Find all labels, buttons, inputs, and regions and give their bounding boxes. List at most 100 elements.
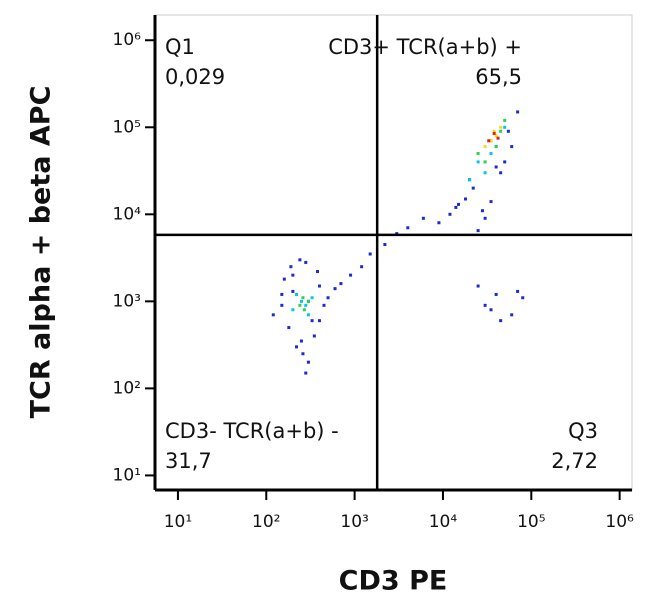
dot [489, 139, 493, 143]
dot [489, 200, 493, 204]
quadrant-value: 31,7 [165, 449, 212, 473]
dot [476, 160, 480, 164]
dot [317, 284, 321, 288]
dot [437, 221, 441, 225]
quadrant-value: 2,72 [551, 449, 598, 473]
dot [421, 216, 425, 220]
dot [483, 216, 487, 220]
quadrant-name: CD3+ TCR(a+b) + [328, 35, 522, 59]
dot [287, 326, 291, 330]
dot [499, 171, 503, 175]
dot [494, 165, 498, 169]
dot [506, 129, 510, 133]
dot [492, 129, 496, 133]
dot [448, 212, 452, 216]
dot [471, 186, 475, 190]
dot [312, 334, 316, 338]
dot [476, 284, 480, 288]
dot [383, 242, 387, 246]
dot [302, 308, 306, 312]
dot [280, 292, 284, 296]
dot [301, 352, 305, 356]
dot [476, 151, 480, 155]
y-tick-label: 10⁵ [113, 117, 141, 137]
x-tick-label: 10² [252, 512, 280, 532]
y-tick-label: 10³ [113, 291, 141, 311]
y-tick-label: 10² [113, 378, 141, 398]
dot [503, 118, 507, 122]
dot [499, 125, 503, 129]
dot [489, 151, 493, 155]
dot [454, 205, 458, 209]
dot [306, 360, 310, 364]
dot [298, 258, 302, 262]
dot [499, 319, 503, 323]
dot [489, 308, 493, 312]
dot [516, 289, 520, 293]
dot [496, 136, 500, 140]
dot [295, 292, 299, 296]
x-tick-label: 10⁵ [517, 512, 545, 532]
dot [468, 178, 472, 182]
y-tick-label: 10⁶ [113, 30, 142, 50]
dot [494, 292, 498, 296]
dot [289, 265, 293, 269]
dot [310, 296, 314, 300]
quadrant-name: CD3- TCR(a+b) - [165, 419, 339, 443]
dot [464, 197, 468, 201]
dot [304, 303, 308, 307]
dot [483, 303, 487, 307]
dot [476, 229, 480, 233]
dot [271, 313, 275, 317]
dot [492, 131, 496, 135]
quadrant-name: Q1 [165, 35, 195, 59]
dot [301, 296, 305, 300]
dot [521, 296, 525, 300]
x-tick-label: 10³ [340, 512, 368, 532]
dot [310, 319, 314, 323]
quadrant-value: 0,029 [165, 65, 225, 89]
dot [487, 139, 491, 143]
dot [326, 296, 330, 300]
y-axis-title: TCR alpha + beta APC [26, 86, 57, 419]
dot [339, 282, 343, 286]
dot [291, 273, 295, 277]
dot [298, 303, 302, 307]
x-tick-label: 10⁴ [429, 512, 458, 532]
y-tick-label: 10⁴ [113, 204, 142, 224]
x-axis-title: CD3 PE [339, 566, 448, 597]
dot [317, 319, 321, 323]
dot [280, 303, 284, 307]
y-tick-label: 10¹ [113, 465, 141, 485]
dot [295, 345, 299, 349]
dot [315, 270, 319, 274]
dot [368, 252, 372, 256]
dot [483, 171, 487, 175]
dot [333, 287, 337, 291]
dot [299, 299, 303, 303]
dot [503, 125, 507, 129]
dot [503, 160, 507, 164]
dot [483, 160, 487, 164]
dot [291, 289, 295, 293]
dot [306, 313, 310, 317]
dot [304, 260, 308, 264]
dot [322, 303, 326, 307]
dot [395, 232, 399, 236]
dot [406, 226, 410, 230]
dot [457, 202, 461, 206]
dot [494, 145, 498, 149]
dot [499, 129, 503, 133]
dot [494, 134, 498, 138]
quadrant-name: Q3 [568, 419, 598, 443]
dot [480, 209, 484, 213]
dot [291, 308, 295, 312]
dot [360, 265, 364, 269]
dot [299, 339, 303, 343]
dot [306, 299, 310, 303]
dot [510, 145, 514, 149]
dot [349, 273, 353, 277]
dot [304, 371, 308, 375]
dot [483, 145, 487, 149]
